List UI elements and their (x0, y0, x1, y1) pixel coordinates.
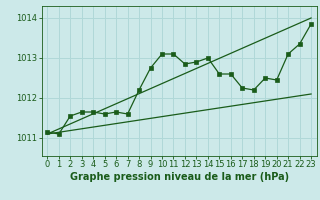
X-axis label: Graphe pression niveau de la mer (hPa): Graphe pression niveau de la mer (hPa) (70, 172, 289, 182)
